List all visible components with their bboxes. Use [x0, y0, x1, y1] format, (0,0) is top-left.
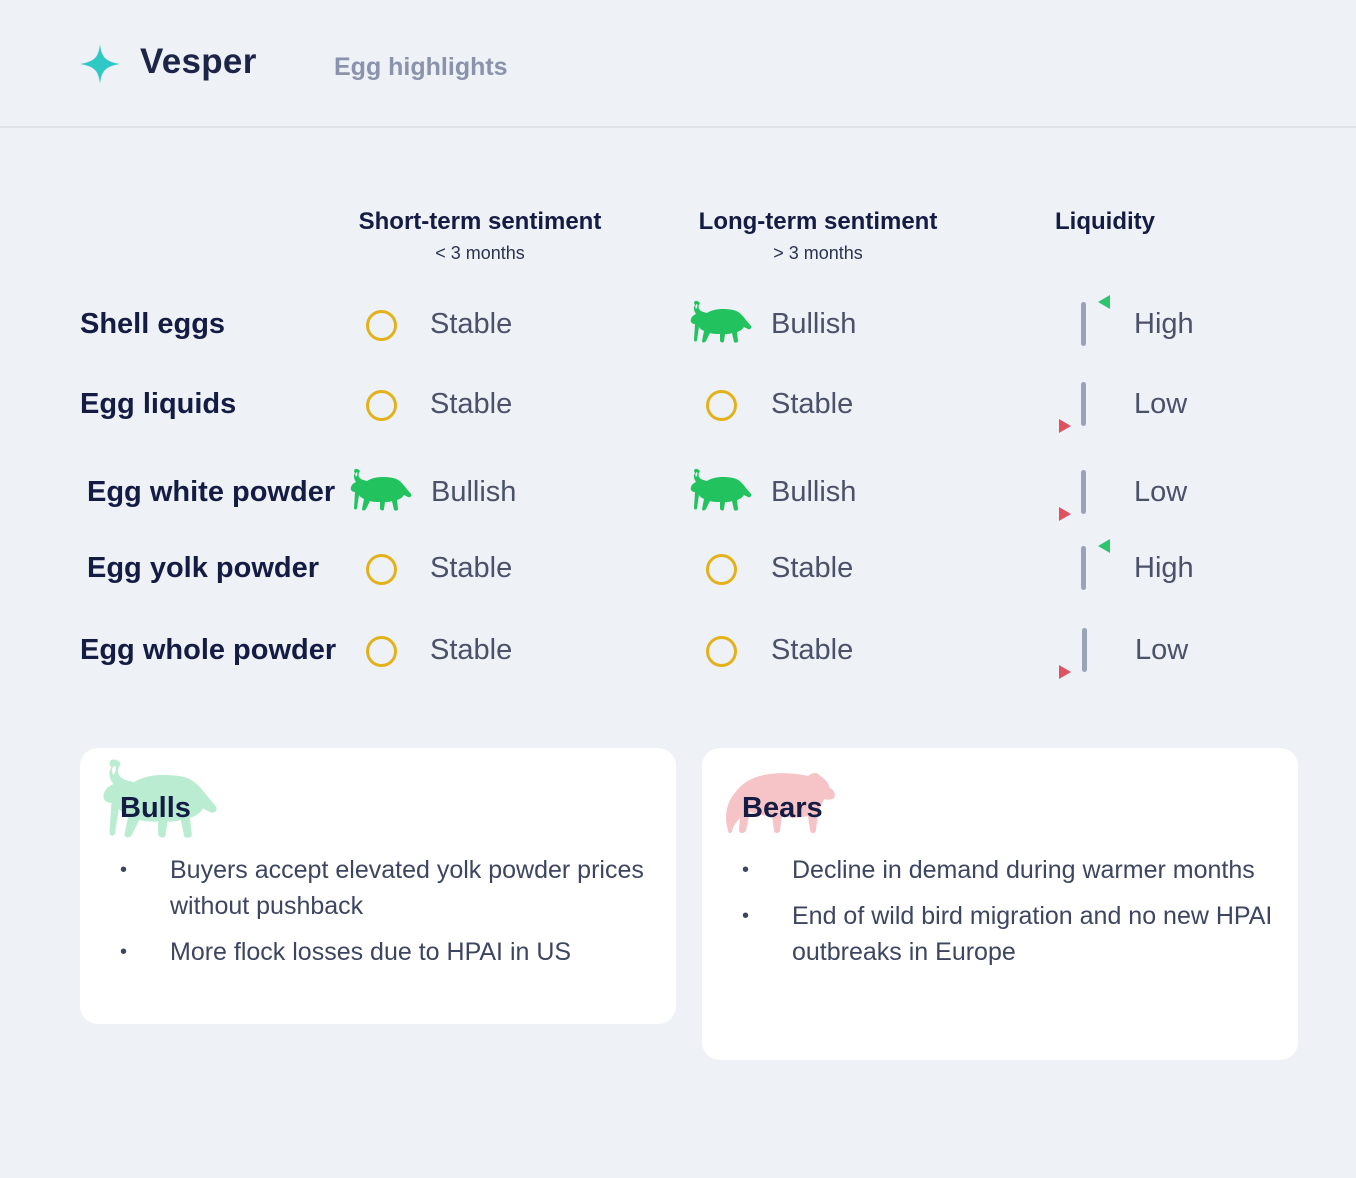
row-label-egg-white-powder: Egg white powder: [87, 476, 336, 508]
short-term-value: Stable: [430, 634, 513, 666]
stable-circle-icon: [706, 636, 737, 667]
row-label-egg-liquids: Egg liquids: [80, 388, 237, 420]
bears-title: Bears: [742, 792, 823, 824]
column-title: Long-term sentiment: [698, 208, 938, 235]
stable-circle-icon: [366, 636, 397, 667]
column-subtitle: < 3 months: [435, 243, 525, 263]
list-item-text: End of wild bird migration and no new HP…: [792, 902, 1273, 966]
short-term-value: Stable: [430, 388, 513, 420]
bulls-list: • Buyers accept elevated yolk powder pric…: [80, 852, 660, 980]
liquidity-value: Low: [1134, 476, 1188, 508]
bullet-icon: •: [120, 941, 128, 963]
liquidity-bar: [1081, 382, 1086, 426]
list-item: • Decline in demand during warmer months: [702, 852, 1282, 888]
stable-circle-icon: [706, 554, 737, 585]
bears-list: • Decline in demand during warmer months …: [702, 852, 1282, 980]
short-term-value: Stable: [430, 308, 513, 340]
liquidity-bar: [1081, 546, 1086, 590]
stable-circle-icon: [366, 310, 397, 341]
page-title: Egg highlights: [334, 53, 508, 81]
bull-icon: [349, 468, 413, 514]
list-item: • End of wild bird migration and no new H…: [702, 898, 1282, 970]
list-item-text: More flock losses due to HPAI in US: [170, 938, 572, 966]
stable-circle-icon: [366, 554, 397, 585]
liquidity-bar: [1081, 470, 1086, 514]
row-label-shell-eggs: Shell eggs: [80, 308, 226, 340]
arrow-down-red-icon: [1059, 507, 1071, 521]
liquidity-value: Low: [1135, 634, 1189, 666]
long-term-value: Stable: [771, 634, 854, 666]
liquidity-value: High: [1134, 552, 1194, 584]
row-label-egg-whole-powder: Egg whole powder: [80, 634, 337, 666]
long-term-value: Stable: [771, 552, 854, 584]
short-term-value: Stable: [430, 552, 513, 584]
stable-circle-icon: [366, 390, 397, 421]
liquidity-bar: [1081, 302, 1086, 346]
long-term-value: Bullish: [771, 476, 857, 508]
arrow-up-green-icon: [1098, 539, 1110, 553]
list-item-text: Decline in demand during warmer months: [792, 856, 1255, 884]
column-header-long-term: Long-term sentiment > 3 months: [680, 208, 956, 264]
long-term-value: Stable: [771, 388, 854, 420]
liquidity-value: High: [1134, 308, 1194, 340]
bull-icon: [689, 300, 753, 346]
bullet-icon: •: [742, 859, 750, 881]
app-header: Vesper Egg highlights: [0, 0, 1356, 128]
column-title: Liquidity: [1055, 208, 1155, 235]
list-item: • More flock losses due to HPAI in US: [80, 934, 660, 970]
long-term-value: Bullish: [771, 308, 857, 340]
bulls-title: Bulls: [120, 792, 191, 824]
liquidity-value: Low: [1134, 388, 1188, 420]
column-header-short-term: Short-term sentiment < 3 months: [340, 208, 620, 264]
column-subtitle: > 3 months: [773, 243, 863, 263]
bear-icon: [726, 773, 835, 834]
brand-name[interactable]: Vesper: [140, 42, 257, 81]
bull-icon: [689, 468, 753, 514]
arrow-down-red-icon: [1059, 419, 1071, 433]
column-title: Short-term sentiment: [358, 208, 602, 235]
bullet-icon: •: [120, 859, 128, 881]
arrow-up-green-icon: [1098, 295, 1110, 309]
column-header-liquidity: Liquidity: [1040, 208, 1170, 236]
liquidity-bar: [1082, 628, 1087, 672]
row-label-egg-yolk-powder: Egg yolk powder: [87, 552, 320, 584]
list-item: • Buyers accept elevated yolk powder pric…: [80, 852, 660, 924]
bears-card: Bears • Decline in demand during warmer m…: [702, 748, 1298, 1060]
short-term-value: Bullish: [431, 476, 517, 508]
stable-circle-icon: [706, 390, 737, 421]
sparkle-logo-icon: [80, 44, 120, 84]
list-item-text: Buyers accept elevated yolk powder price…: [170, 856, 644, 920]
bulls-card: Bulls • Buyers accept elevated yolk powde…: [80, 748, 676, 1024]
bullet-icon: •: [742, 905, 750, 927]
arrow-down-red-icon: [1059, 665, 1071, 679]
